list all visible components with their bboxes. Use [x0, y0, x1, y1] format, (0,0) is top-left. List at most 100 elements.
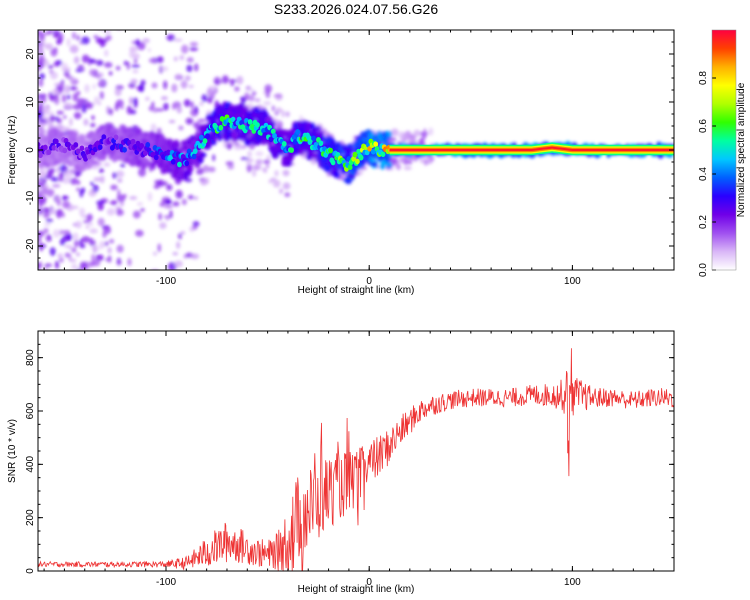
spectrogram-noise-blob: [95, 59, 104, 66]
spectrogram-noise-blob: [103, 61, 113, 68]
spectrogram-noise-blob: [38, 78, 44, 88]
spectrogram-noise-blob: [99, 240, 105, 249]
spectrogram-ridge-blob: [142, 150, 148, 156]
spectrogram-noise-blob: [147, 192, 153, 202]
spectrogram-noise-blob: [52, 30, 61, 39]
spectrogram-noise-blob: [52, 229, 61, 238]
spectrogram-y-tick-label: -10: [25, 190, 36, 205]
spectrogram-noise-blob: [38, 207, 42, 216]
spectrogram-noise-blob: [69, 45, 79, 54]
spectrogram-y-axis-label: Frequency (Hz): [7, 116, 18, 185]
spectrogram-noise-blob: [252, 164, 261, 171]
spectrogram-noise-blob: [65, 84, 70, 94]
spectrogram-noise-blob: [105, 34, 112, 41]
spectrogram-noise-blob: [116, 207, 122, 213]
colorbar-ticks: 0.0 0.2 0.4 0.6 0.8: [698, 29, 737, 277]
spectrogram-noise-blob: [49, 69, 54, 74]
spectrogram-halo-blob: [386, 131, 393, 138]
spectrogram-noise-blob: [42, 207, 50, 213]
spectrogram-noise-blob: [60, 172, 64, 182]
spectrogram-noise-blob: [117, 178, 123, 183]
spectrogram-noise-blob: [126, 61, 130, 70]
colorbar-border: [711, 29, 737, 271]
spectrogram-noise-blob: [221, 75, 229, 84]
spectrogram-halo-blob: [313, 126, 322, 131]
spectrogram-noise-blob: [39, 73, 46, 80]
spectrogram-noise-blob: [174, 260, 183, 268]
spectrogram-ridge-blob: [113, 134, 119, 141]
spectrogram-noise-blob: [419, 137, 425, 146]
spectrogram-noise-blob: [64, 252, 71, 258]
spectrogram-ridge-blob: [62, 147, 68, 154]
spectrogram-ridge-blob: [247, 119, 253, 125]
spectrogram-ridge-blob: [198, 134, 204, 141]
spectrogram-noise-blob: [173, 56, 178, 62]
spectrogram-noise-blob: [247, 150, 253, 158]
spectrogram-noise-blob: [248, 94, 255, 102]
spectrogram-noise-blob: [39, 243, 44, 252]
spectrogram-noise-blob: [47, 64, 54, 69]
spectrogram-noise-blob: [285, 111, 290, 117]
spectrogram-noise-blob: [91, 115, 95, 121]
spectrogram-noise-blob: [180, 231, 186, 235]
spectrogram-noise-blob: [103, 162, 111, 167]
spectrogram-noise-blob: [69, 86, 78, 91]
spectrogram-noise-blob: [55, 124, 65, 131]
spectrogram-noise-blob: [113, 20, 117, 27]
spectrogram-ridge-blob: [373, 141, 379, 148]
spectrogram-noise-blob: [93, 35, 99, 39]
spectrogram-noise-blob: [91, 254, 95, 262]
spectrogram-noise-blob: [255, 151, 264, 157]
spectrogram-ridge-blob: [295, 129, 301, 135]
spectrogram-noise-blob: [45, 234, 52, 242]
spectrogram-noise-blob: [132, 97, 138, 105]
spectrogram-noise-blob: [281, 109, 285, 118]
spectrogram-ridge-blob: [239, 119, 245, 126]
colorbar-tick-label: 0.0: [698, 263, 709, 277]
spectrogram-noise-blob: [184, 75, 191, 81]
spectrogram-noise-blob: [266, 164, 270, 169]
spectrogram-ridge-blob: [292, 139, 298, 145]
spectrogram-noise-blob: [201, 94, 208, 103]
spectrogram-noise-blob: [73, 239, 80, 248]
spectrogram-noise-blob: [43, 227, 49, 234]
spectrogram-noise-blob: [163, 80, 168, 90]
spectrogram-noise-blob: [273, 93, 283, 99]
spectrogram-ridge-blob: [42, 144, 48, 151]
spectrogram-noise-blob: [76, 252, 80, 257]
spectrogram-ridge-blob: [318, 140, 324, 147]
spectrogram-noise-blob: [190, 101, 194, 109]
spectrogram-noise-blob: [44, 106, 50, 116]
spectrogram-noise-blob: [71, 31, 77, 40]
spectrogram-ridge-blob: [281, 141, 287, 147]
spectrogram-noise-blob: [38, 235, 41, 244]
spectrogram-halo-blob: [126, 127, 132, 134]
spectrogram-noise-blob: [206, 87, 213, 97]
spectrogram-noise-blob: [112, 172, 118, 179]
spectrogram-y-tick-label: -20: [25, 238, 36, 253]
spectrogram-ridge-blob: [186, 148, 192, 155]
spectrogram-noise-blob: [61, 177, 71, 184]
spectrogram-noise-blob: [160, 66, 169, 72]
spectrogram-noise-blob: [179, 55, 185, 61]
spectrogram-noise-blob: [274, 170, 279, 177]
spectrogram-ridge-blob: [153, 154, 159, 161]
spectrogram-noise-blob: [52, 183, 61, 188]
spectrogram-noise-blob: [92, 83, 96, 90]
spectrogram-noise-blob: [38, 44, 42, 53]
spectrogram-noise-blob: [54, 96, 60, 106]
snr-y-tick-label: 200: [25, 509, 36, 526]
snr-x-tick-label: 0: [366, 577, 372, 588]
spectrogram-noise-blob: [69, 117, 73, 127]
spectrogram-noise-blob: [55, 116, 59, 122]
spectrogram-noise-blob: [104, 49, 109, 57]
spectrogram-ridge-blob: [95, 140, 101, 147]
spectrogram-noise-blob: [44, 263, 52, 268]
spectrogram-noise-blob: [178, 233, 182, 240]
spectrogram-noise-blob: [42, 178, 47, 185]
spectrogram-noise-blob: [391, 128, 399, 137]
spectrogram-noise-blob: [183, 274, 191, 278]
snr-series: [38, 348, 674, 571]
